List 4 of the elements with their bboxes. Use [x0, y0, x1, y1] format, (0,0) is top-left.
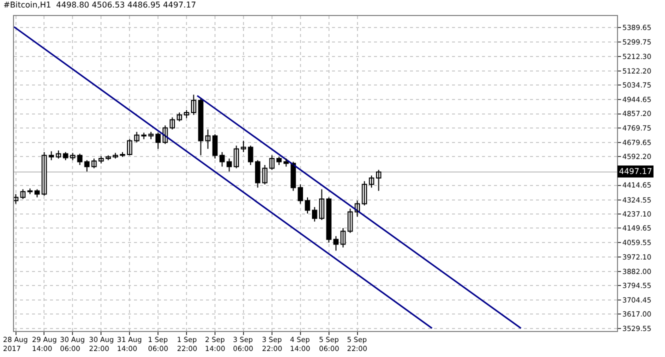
ref-line-label: 4497.17: [619, 167, 652, 176]
candlestick: [120, 152, 126, 158]
chart-title: #Bitcoin,H1 4498.80 4506.53 4486.95 4497.17: [3, 0, 196, 10]
candlestick: [240, 140, 246, 153]
